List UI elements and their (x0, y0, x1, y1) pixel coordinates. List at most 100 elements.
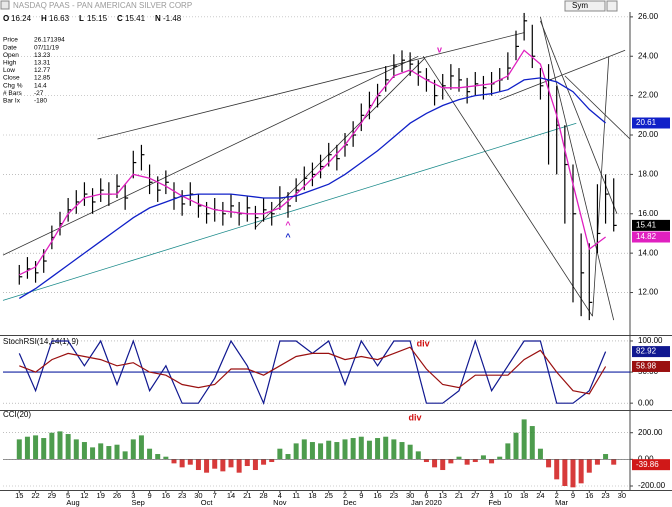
quote-field: L (79, 14, 84, 23)
cci-bar (187, 459, 193, 465)
cci-bar (432, 459, 438, 468)
cci-bar (586, 459, 592, 473)
trend-line (255, 57, 426, 228)
cci-bar (73, 439, 79, 460)
cci-bar (195, 459, 201, 471)
cci-bar (358, 436, 364, 460)
window-button[interactable] (606, 0, 618, 12)
x-tick-label: 26 (113, 491, 121, 500)
x-tick-label: 30 (406, 491, 414, 500)
cci-bar (529, 426, 535, 460)
cci-bar (163, 456, 169, 460)
cci-bar (334, 442, 340, 460)
info-label: Bar Ix (3, 98, 21, 105)
x-tick-label: 14 (227, 491, 235, 500)
cci-bar (114, 444, 120, 460)
x-tick-label: 11 (292, 491, 300, 500)
last-value-label: -39.86 (636, 460, 659, 469)
cci-bar (204, 459, 210, 473)
cci-bar (49, 432, 55, 460)
annotation: div (409, 412, 422, 422)
y-tick-label: 20.00 (638, 130, 659, 139)
cci-bar (350, 438, 356, 460)
quote-field: 15.41 (125, 14, 146, 23)
cci-bar (179, 459, 185, 468)
last-value-box (632, 360, 670, 372)
panel-title: CCI(20) (3, 410, 31, 419)
cci-bar (505, 443, 511, 460)
cci-bar (399, 442, 405, 460)
x-tick-label: 15 (15, 491, 23, 500)
cci-bar (521, 419, 527, 460)
x-tick-label: 30 (618, 491, 626, 500)
month-label: Feb (488, 498, 501, 507)
y-tick-label: 100.00 (638, 336, 663, 345)
x-tick-label: 2 (555, 491, 559, 500)
x-tick-label: 22 (31, 491, 39, 500)
last-value-box (632, 459, 670, 471)
y-tick-label: 200.00 (638, 428, 663, 437)
cci-bar (391, 439, 397, 460)
cci-bar (122, 451, 128, 460)
cci-bar (554, 459, 560, 480)
info-value: 13.31 (34, 60, 51, 67)
month-label: Oct (201, 498, 214, 507)
annotation: v (437, 45, 442, 55)
info-value: 12.85 (34, 75, 51, 82)
x-tick-label: 23 (390, 491, 398, 500)
cci-bar (546, 459, 552, 468)
info-label: Open (3, 52, 19, 59)
x-tick-label: 16 (585, 491, 593, 500)
x-tick-label: 21 (243, 491, 251, 500)
cci-bar (220, 459, 226, 472)
last-value-label: 82.92 (636, 347, 657, 356)
y-tick-label: 12.00 (638, 288, 659, 297)
cci-bar (244, 459, 250, 467)
cci-bar (513, 432, 519, 460)
trend-line (2, 122, 577, 301)
x-tick-label: 2 (343, 491, 347, 500)
last-value-label: 14.82 (636, 232, 657, 241)
info-value: -27 (34, 90, 44, 97)
x-tick-label: 3 (131, 491, 135, 500)
y-tick-label: 26.00 (638, 12, 659, 21)
y-tick-label: 0.00 (638, 398, 654, 407)
panel-title: StochRSI(14,14(1),9) (3, 337, 79, 346)
x-tick-label: 30 (194, 491, 202, 500)
cci-bar (603, 454, 609, 460)
info-label: Date (3, 44, 17, 51)
x-tick-label: 4 (278, 491, 282, 500)
cci-bar (16, 439, 22, 460)
x-tick-label: 7 (213, 491, 217, 500)
cci-bar (375, 438, 381, 460)
x-tick-label: 12 (80, 491, 88, 500)
trend-line (97, 32, 525, 140)
x-tick-label: 27 (471, 491, 479, 500)
trend-line (540, 16, 615, 321)
cci-bar (212, 459, 218, 469)
cci-bar (326, 440, 332, 460)
cci-bar (98, 443, 104, 460)
info-value: -180 (34, 98, 47, 105)
annotation: div (417, 338, 430, 348)
cci-bar (228, 459, 234, 468)
cci-bar (570, 459, 576, 488)
cci-bar (236, 459, 242, 473)
last-value-box (632, 117, 670, 129)
trend-line (540, 20, 618, 214)
oscillator-line (19, 346, 607, 395)
y-tick-label: 22.00 (638, 91, 659, 100)
symbol-box[interactable] (564, 0, 606, 12)
menu-icon[interactable] (0, 0, 10, 10)
quote-field: -1.48 (163, 14, 182, 23)
x-tick-label: 18 (520, 491, 528, 500)
x-tick-label: 23 (601, 491, 609, 500)
cci-bar (383, 436, 389, 460)
y-tick-label: 18.00 (638, 170, 659, 179)
moving-average (18, 77, 607, 299)
quote-field: 15.15 (87, 14, 108, 23)
cci-bar (252, 459, 258, 471)
y-tick-label: -200.00 (638, 481, 666, 490)
